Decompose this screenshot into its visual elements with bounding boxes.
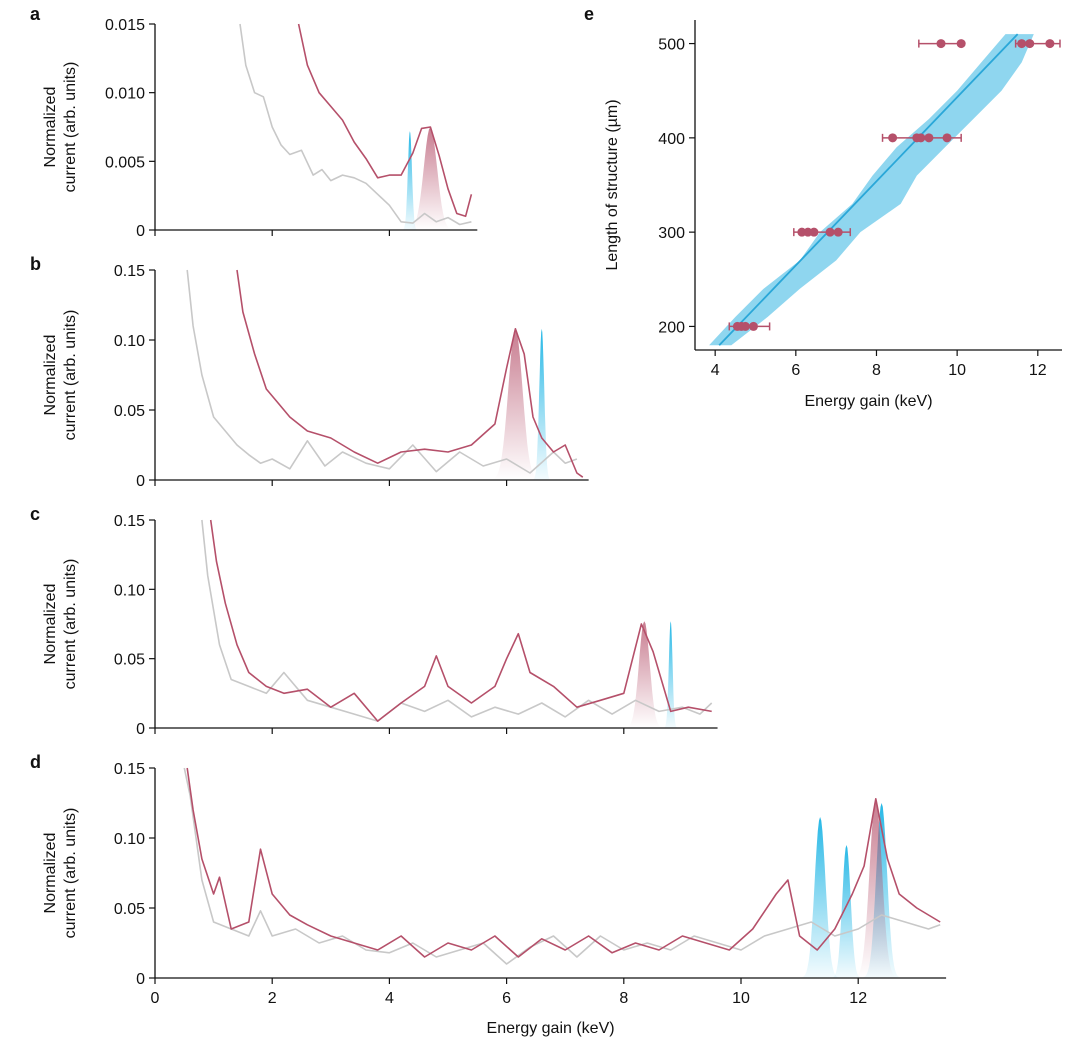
y-tick-label: 0.005 xyxy=(105,154,145,171)
data-point xyxy=(740,321,750,331)
y-tick-label: 300 xyxy=(658,225,685,242)
x-axis-title: Energy gain (keV) xyxy=(804,393,932,410)
simulated-peak xyxy=(828,845,865,978)
data-point xyxy=(809,227,819,237)
y-axis-title: current (arb. units) xyxy=(62,559,79,690)
x-tick-label: 0 xyxy=(151,990,160,1007)
measured-line xyxy=(236,269,584,478)
y-tick-label: 0.10 xyxy=(114,831,145,848)
panel-letter: a xyxy=(30,4,41,24)
measured-line xyxy=(209,519,712,722)
panel-a: a 0 0.005 0.010 0.015 Normalized current (arb… xyxy=(30,4,478,240)
panel-d: d 0 0.05 0.10 0.15 0 2 4 6 8 10 12 Normalized curren… xyxy=(30,752,947,1037)
y-tick-label: 200 xyxy=(658,319,685,336)
y-axis-title: current (arb. units) xyxy=(62,62,79,193)
y-tick-label: 0.15 xyxy=(114,263,145,280)
data-point xyxy=(936,39,946,49)
simulated-peak xyxy=(531,328,553,480)
x-tick-label: 10 xyxy=(732,990,750,1007)
measured-peak xyxy=(402,127,459,230)
measured-peak xyxy=(485,328,546,480)
panel-letter: c xyxy=(30,504,40,524)
panel-e: e 200 300 400 500 4 6 8 10 12 Length of structure… xyxy=(584,4,1062,410)
fit-line xyxy=(718,33,1019,346)
x-tick-label: 4 xyxy=(711,362,720,379)
panel-letter: b xyxy=(30,254,41,274)
data-point xyxy=(942,133,952,143)
panel-c: c 0 0.05 0.10 0.15 Normalized current (arb. u… xyxy=(30,504,718,738)
measured-line xyxy=(186,767,941,958)
reference-line xyxy=(186,269,578,474)
x-tick-label: 4 xyxy=(385,990,394,1007)
y-axis-title: current (arb. units) xyxy=(62,808,79,939)
x-tick-label: 10 xyxy=(948,362,966,379)
y-tick-label: 0.10 xyxy=(114,582,145,599)
data-point xyxy=(956,39,966,49)
data-point xyxy=(833,227,843,237)
x-tick-label: 2 xyxy=(268,990,277,1007)
y-axis-title: Normalized xyxy=(42,584,59,665)
simulated-peak xyxy=(797,817,843,978)
reference-line xyxy=(201,519,713,722)
y-tick-label: 0.05 xyxy=(114,901,145,918)
panel-b: b 0 0.05 0.10 0.15 Normalized current (arb. u… xyxy=(30,254,589,490)
y-tick-label: 0.15 xyxy=(114,761,145,778)
data-point xyxy=(1017,39,1027,49)
data-point xyxy=(888,133,898,143)
measured-peak xyxy=(621,621,668,728)
x-tick-label: 8 xyxy=(619,990,628,1007)
y-axis-title: Normalized xyxy=(42,335,59,416)
data-point xyxy=(1045,39,1055,49)
measured-line xyxy=(297,23,473,218)
simulated-peak xyxy=(662,621,679,728)
measured-peak xyxy=(849,798,903,978)
data-point xyxy=(1025,39,1035,49)
y-tick-label: 0.15 xyxy=(114,513,145,530)
y-tick-label: 0 xyxy=(136,971,145,988)
y-tick-label: 0 xyxy=(136,721,145,738)
y-tick-label: 0 xyxy=(136,223,145,240)
panel-letter: d xyxy=(30,752,41,772)
panel-letter: e xyxy=(584,4,594,24)
x-axis-title: Energy gain (keV) xyxy=(487,1020,615,1037)
y-tick-label: 0.015 xyxy=(105,17,145,34)
x-tick-label: 6 xyxy=(502,990,511,1007)
y-tick-label: 0 xyxy=(136,473,145,490)
y-tick-label: 0.10 xyxy=(114,333,145,350)
y-axis-title: Length of structure (µm) xyxy=(604,99,621,270)
y-axis-title: Normalized xyxy=(42,833,59,914)
y-axis-title: current (arb. units) xyxy=(62,310,79,441)
x-tick-label: 8 xyxy=(872,362,881,379)
data-point xyxy=(916,133,926,143)
x-tick-label: 6 xyxy=(791,362,800,379)
y-tick-label: 500 xyxy=(658,37,685,54)
y-tick-label: 0.010 xyxy=(105,86,145,103)
simulated-peak xyxy=(401,131,419,230)
data-point xyxy=(924,133,934,143)
reference-line xyxy=(239,23,472,226)
y-tick-label: 0.05 xyxy=(114,652,145,669)
x-tick-label: 12 xyxy=(1029,362,1047,379)
y-axis-title: Normalized xyxy=(42,87,59,168)
simulation-band xyxy=(709,34,1034,346)
y-tick-label: 0.05 xyxy=(114,403,145,420)
y-tick-label: 400 xyxy=(658,131,685,148)
data-point xyxy=(825,227,835,237)
data-point xyxy=(748,321,758,331)
x-tick-label: 12 xyxy=(849,990,867,1007)
